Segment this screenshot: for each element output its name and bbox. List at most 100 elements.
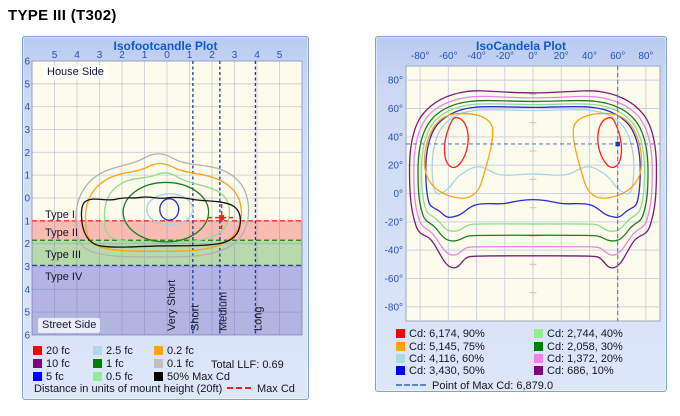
legend-item: 0.2 fc xyxy=(154,346,194,357)
x-tick: 60° xyxy=(610,51,625,62)
legend-item: 0.5 fc xyxy=(93,372,133,383)
y-tick: 5 xyxy=(24,308,30,319)
legend-item: 20 fc xyxy=(33,346,70,357)
x-tick: 3 xyxy=(232,51,238,61)
legend-swatch-icon xyxy=(93,359,102,368)
legend-label: 1 fc xyxy=(106,358,124,370)
legend-swatch-icon xyxy=(534,366,543,375)
y-tick: 2 xyxy=(24,239,30,250)
house-side-label: House Side xyxy=(43,65,108,80)
legend-label: 0.1 fc xyxy=(167,358,194,370)
contour-0-5-fc xyxy=(104,173,229,242)
legend-swatch-icon xyxy=(93,372,102,381)
legend-swatch-icon xyxy=(93,346,102,355)
page-title: TYPE III (T302) xyxy=(8,7,117,24)
legend-item: Cd: 6,174, 90% xyxy=(396,329,485,340)
legend-item: Cd: 2,058, 30% xyxy=(534,342,623,353)
x-tick: 1 xyxy=(142,51,148,61)
legend-label: Cd: 4,116, 60% xyxy=(409,353,485,365)
legend-swatch-icon xyxy=(396,366,405,375)
legend-label: 0.2 fc xyxy=(167,345,194,357)
y-tick: 3 xyxy=(24,125,30,136)
street-side-label: Street Side xyxy=(38,318,101,333)
y-tick: 40° xyxy=(388,132,403,143)
isofootcandle-panel: Isofootcandle Plot Very Short Short Medium… xyxy=(22,36,309,400)
y-tick: 4 xyxy=(24,285,30,296)
x-tick: 3 xyxy=(97,51,103,61)
y-tick: 0° xyxy=(393,189,403,200)
y-tick: -80° xyxy=(385,302,403,313)
legend-label: Cd: 686, 10% xyxy=(547,365,614,377)
legend-swatch-icon xyxy=(154,346,163,355)
x-tick: 20° xyxy=(554,51,569,62)
legend-item: Cd: 3,430, 50% xyxy=(396,366,485,377)
legend-item: Cd: 5,145, 75% xyxy=(396,342,485,353)
legend-swatch-icon xyxy=(33,346,42,355)
isofootcandle-title: Isofootcandle Plot xyxy=(113,39,218,53)
max-cd-point-icon xyxy=(219,215,225,221)
legend-item: 0.1 fc xyxy=(154,359,194,370)
contour-50-max-cd xyxy=(81,197,240,247)
y-tick: 5 xyxy=(24,79,30,90)
legend-label: 0.5 fc xyxy=(106,371,133,383)
contour-40pct xyxy=(422,104,645,231)
x-tick: -60° xyxy=(439,51,457,62)
throw-label: Medium xyxy=(218,292,230,331)
distance-note: Distance in units of mount height (20ft) xyxy=(34,383,223,395)
type-label: Type II xyxy=(45,227,79,240)
contour-60pct xyxy=(432,110,634,194)
x-tick: 80° xyxy=(638,51,653,62)
isofootcandle-plot-svg: Very Short Short Medium Long 5 4 3 2 1 0 1 2 3 4 5 6 5 4 3… xyxy=(24,51,303,341)
classification-band-1 xyxy=(32,240,302,266)
legend-label: 5 fc xyxy=(46,371,64,383)
point-of-max-cd-dash-icon xyxy=(396,384,426,386)
y-tick: 1 xyxy=(24,171,30,182)
legend-item: Cd: 4,116, 60% xyxy=(396,354,484,365)
contour-30pct xyxy=(418,100,648,240)
legend-item: Cd: 1,372, 20% xyxy=(534,354,623,365)
x-tick: -80° xyxy=(411,51,429,62)
legend-label: Cd: 2,744, 40% xyxy=(547,328,623,340)
legend-swatch-icon xyxy=(534,329,543,338)
legend-swatch-icon xyxy=(534,342,543,351)
contour-75pct xyxy=(425,113,642,198)
max-cd-point-icon xyxy=(615,141,620,147)
x-tick: 1 xyxy=(187,51,193,61)
isocandela-contours xyxy=(410,91,657,268)
y-tick: 20° xyxy=(388,161,403,172)
contour-0-2-fc xyxy=(86,164,242,252)
x-tick: 2 xyxy=(209,51,215,61)
y-tick: 80° xyxy=(388,76,403,87)
y-tick: 6 xyxy=(24,330,30,341)
isofootcandle-contours xyxy=(76,154,249,257)
legend-swatch-icon xyxy=(33,359,42,368)
legend-swatch-icon xyxy=(396,329,405,338)
y-tick: 1 xyxy=(24,216,30,227)
x-tick: 0 xyxy=(164,51,170,61)
legend-label: Cd: 5,145, 75% xyxy=(409,341,485,353)
y-tick: 2 xyxy=(24,148,30,159)
contour-1-fc xyxy=(123,182,209,241)
legend-item: 5 fc xyxy=(33,372,64,383)
total-llf: Total LLF: 0.69 xyxy=(211,359,284,371)
legend-label: 50% Max Cd xyxy=(167,371,230,383)
legend-item: 2.5 fc xyxy=(93,346,133,357)
legend-label: Cd: 1,372, 20% xyxy=(547,353,623,365)
y-tick: -20° xyxy=(385,217,403,228)
x-tick: 0° xyxy=(528,51,538,62)
legend-label: Cd: 3,430, 50% xyxy=(409,365,485,377)
throw-label: Long xyxy=(253,307,265,331)
x-tick: 5 xyxy=(52,51,58,61)
contour-10pct xyxy=(410,91,657,268)
type-label: Type I xyxy=(45,209,75,222)
y-tick: 3 xyxy=(24,262,30,273)
legend-item: 10 fc xyxy=(33,359,70,370)
throw-label: Very Short xyxy=(166,280,178,331)
throw-label: Short xyxy=(190,305,202,331)
x-tick: 40° xyxy=(582,51,597,62)
legend-item: 50% Max Cd xyxy=(154,372,230,383)
legend-label: 10 fc xyxy=(46,358,70,370)
contour-5-fc xyxy=(160,199,179,220)
max-cd-dash-icon xyxy=(227,387,251,389)
